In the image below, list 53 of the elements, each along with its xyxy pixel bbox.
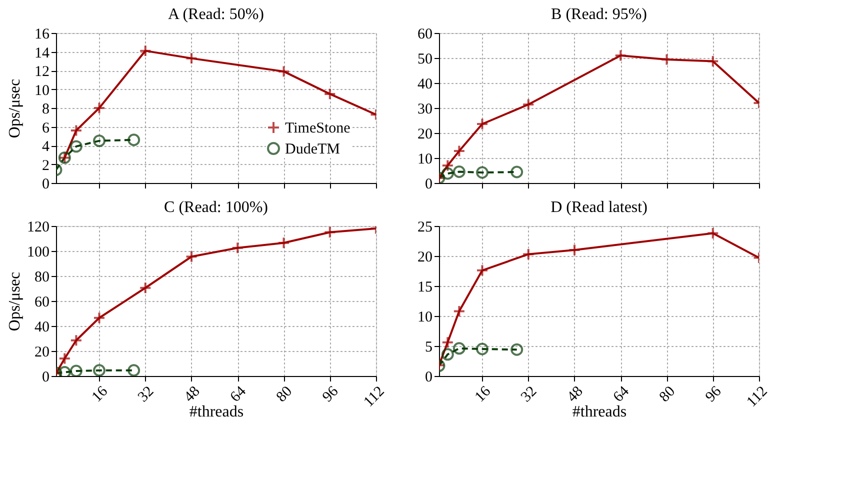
y-tick-label: 15	[418, 280, 432, 296]
x-tick-label: 96	[702, 383, 726, 406]
y-tick-label: 6	[42, 120, 50, 136]
legend-label: TimeStone	[285, 120, 351, 136]
x-tick-label: 32	[518, 384, 540, 406]
y-tick-label: 5	[425, 340, 432, 356]
chart-title: B (Read: 95%)	[551, 6, 647, 23]
x-tick-label: 16	[89, 383, 112, 406]
y-tick-label: 10	[418, 152, 432, 168]
x-tick-label: 64	[610, 383, 633, 406]
x-tick-label: 64	[228, 383, 250, 406]
x-tick-label: 32	[135, 384, 158, 406]
y-axis-title: Ops/μsec	[6, 272, 24, 332]
y-tick-label: 10	[418, 310, 432, 326]
y-tick-label: 0	[425, 370, 432, 386]
y-tick-label: 12	[34, 64, 50, 80]
x-tick-label: 112	[360, 384, 388, 410]
x-tick-label: 16	[472, 383, 494, 406]
y-tick-label: 16	[34, 26, 50, 42]
y-tick-label: 20	[418, 250, 432, 266]
y-tick-label: 60	[34, 294, 50, 310]
x-axis-title: #threads	[189, 404, 244, 421]
x-axis-title: #threads	[572, 404, 627, 421]
x-tick-label: 96	[320, 383, 342, 406]
y-tick-label: 120	[27, 220, 50, 236]
y-tick-label: 10	[34, 82, 50, 99]
y-tick-label: 2	[42, 158, 50, 174]
y-tick-label: 40	[34, 320, 50, 336]
chart-title: A (Read: 50%)	[168, 6, 264, 23]
y-tick-label: 8	[42, 102, 50, 118]
y-tick-label: 30	[418, 102, 432, 118]
y-tick-label: 14	[34, 45, 50, 62]
y-tick-label: 80	[34, 270, 50, 286]
x-tick-label: 80	[274, 384, 296, 406]
y-tick-label: 0	[42, 176, 50, 192]
x-tick-label: 48	[181, 384, 204, 406]
y-tick-label: 40	[418, 76, 432, 92]
x-tick-label: 80	[656, 384, 679, 406]
legend-label: DudeTM	[285, 142, 340, 158]
y-tick-label: 0	[425, 176, 432, 192]
y-tick-label: 60	[418, 26, 432, 42]
y-tick-label: 50	[418, 52, 432, 68]
y-tick-label: 4	[42, 139, 50, 155]
y-tick-label: 100	[27, 244, 50, 260]
y-tick-label: 20	[418, 126, 432, 142]
y-tick-label: 0	[42, 370, 50, 386]
y-tick-label: 20	[34, 344, 50, 360]
chart-title: C (Read: 100%)	[164, 199, 268, 216]
x-tick-label: 48	[564, 384, 586, 406]
chart-title: D (Read latest)	[550, 199, 648, 216]
y-axis-title: Ops/μsec	[6, 78, 24, 138]
x-tick-label: 112	[744, 384, 771, 410]
y-tick-label: 25	[418, 220, 432, 236]
